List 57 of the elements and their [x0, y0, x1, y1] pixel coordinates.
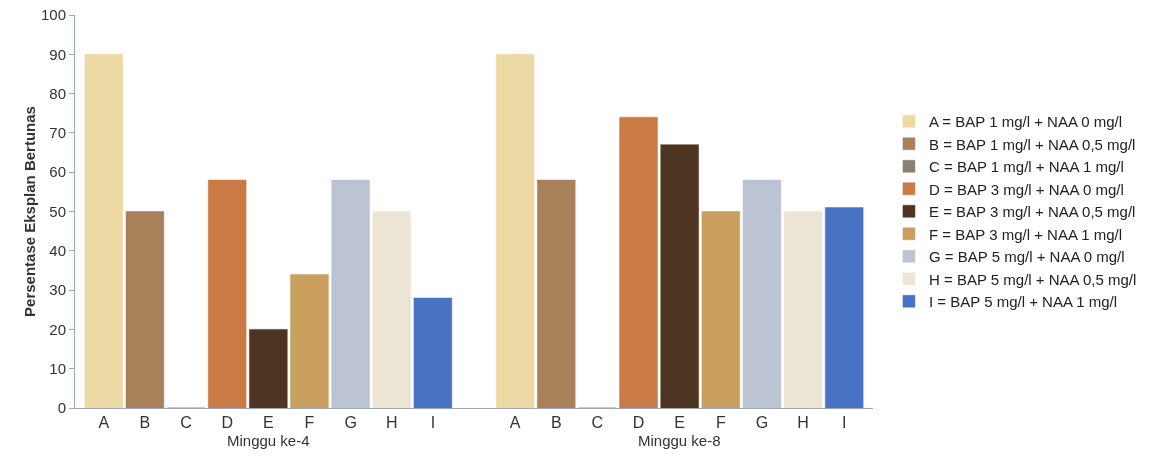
text: Minggu ke-4 [227, 432, 310, 449]
legend-label: I = BAP 5 mg/l + NAA 1 mg/l [928, 293, 1118, 311]
text: Minggu ke-8 [638, 432, 721, 449]
y-tick-label: 30 [49, 281, 66, 299]
x-tick-label: I [841, 414, 847, 432]
bar [125, 211, 165, 408]
bar [249, 329, 288, 408]
x-tick-label: F [715, 414, 726, 432]
y-tick-label: 0 [57, 399, 66, 417]
y-tick-label: 60 [49, 163, 66, 181]
bar [537, 179, 576, 408]
y-tick-label: 10 [49, 359, 66, 377]
y-tick-label: 50 [49, 202, 66, 220]
y-tick-label: 80 [49, 84, 66, 102]
x-tick-label: D [632, 414, 645, 432]
bar [660, 144, 699, 408]
x-tick-label: G [755, 414, 769, 432]
bar [208, 179, 247, 408]
bar [825, 207, 864, 408]
x-tick-label: H [797, 414, 809, 432]
y-tick-label: 100 [40, 6, 66, 24]
x-tick-label: C [180, 414, 192, 432]
y-tick-label: 90 [49, 45, 66, 63]
x-tick-label: E [262, 414, 274, 432]
x-tick-label: B [550, 414, 562, 432]
x-tick-label: A [509, 414, 521, 432]
bar [413, 297, 453, 408]
bar [372, 211, 411, 408]
legend-label: C = BAP 1 mg/l + NAA 1 mg/l [928, 158, 1124, 176]
bar [619, 116, 658, 408]
x-tick-label: A [98, 414, 110, 432]
legend-label: D = BAP 3 mg/l + NAA 0 mg/l [928, 180, 1124, 198]
bar [331, 179, 370, 408]
legend-label: E = BAP 3 mg/l + NAA 0,5 mg/l [928, 203, 1136, 221]
x-tick-label: E [674, 414, 686, 432]
x-tick-label: G [344, 414, 357, 432]
y-tick-label: 40 [49, 242, 66, 260]
bar [495, 54, 535, 408]
x-tick-label: D [221, 414, 233, 432]
y-tick-label: 20 [49, 320, 66, 338]
legend-label: G = BAP 5 mg/l + NAA 0 mg/l [928, 248, 1125, 266]
y-axis-title: Persentase Eksplan Bertunas [21, 106, 38, 317]
bar [742, 179, 782, 408]
x-tick-label: F [304, 414, 315, 432]
bar [84, 54, 123, 408]
x-tick-label: I [430, 414, 436, 432]
legend-label: F = BAP 3 mg/l + NAA 1 mg/l [928, 225, 1123, 243]
bar [783, 211, 823, 408]
y-tick-label: 70 [49, 124, 66, 142]
x-tick-label: H [385, 414, 398, 432]
bar [290, 274, 329, 408]
legend-label: A = BAP 1 mg/l + NAA 0 mg/l [928, 113, 1123, 131]
legend-label: H = BAP 5 mg/l + NAA 0,5 mg/l [928, 270, 1137, 288]
bar [701, 211, 740, 408]
x-tick-label: B [139, 414, 151, 432]
legend-label: B = BAP 1 mg/l + NAA 0,5 mg/l [928, 135, 1136, 153]
x-tick-label: C [591, 414, 604, 432]
